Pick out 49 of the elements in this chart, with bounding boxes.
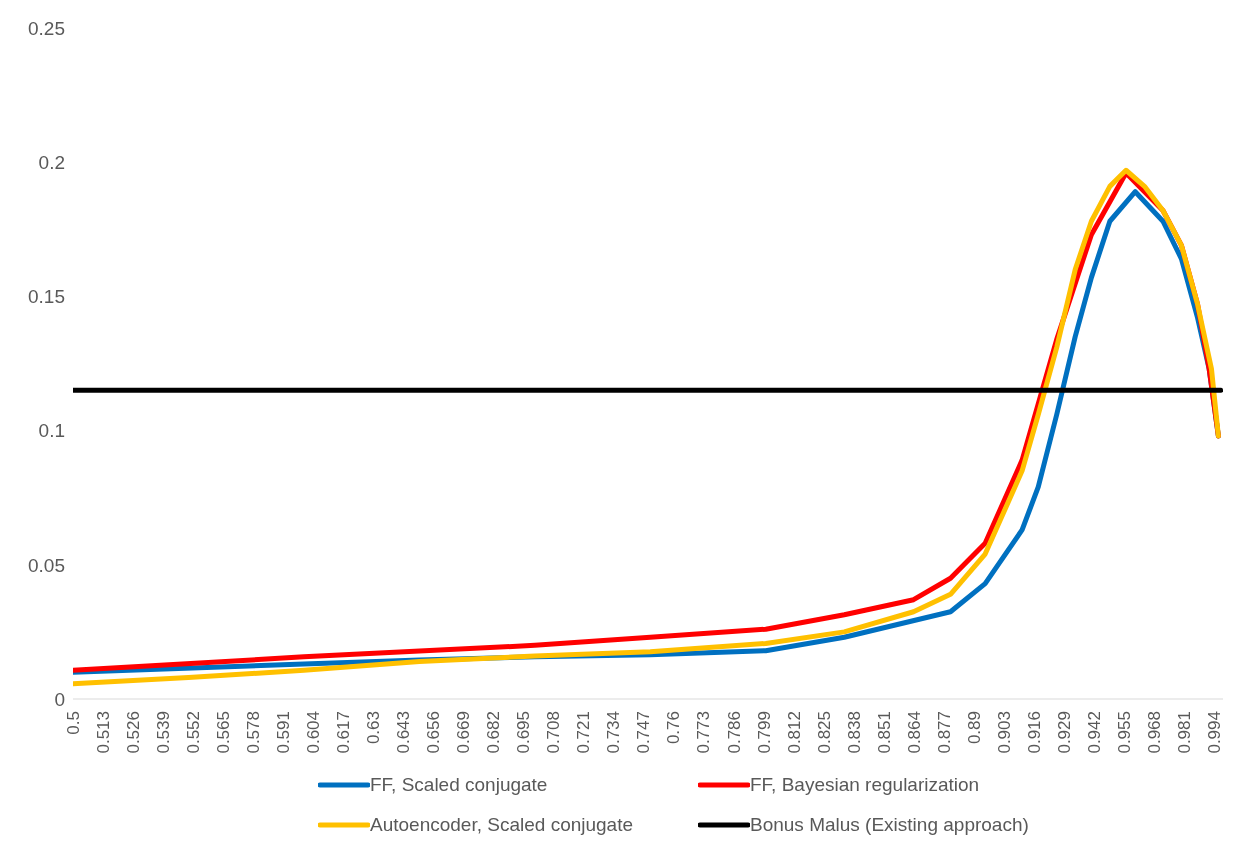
x-tick-label: 0.747 [634,711,654,754]
y-tick-label: 0 [54,688,65,710]
x-tick-label: 0.76 [664,711,684,745]
x-tick-label: 0.825 [814,711,834,754]
x-tick-label: 0.734 [604,711,624,754]
x-tick-label: 0.981 [1174,711,1194,754]
legend-label: FF, Scaled conjugate [370,774,548,796]
x-tick-label: 0.942 [1084,711,1104,754]
x-tick-label: 0.526 [124,711,144,754]
x-tick-label: 0.539 [154,711,174,754]
x-tick-label: 0.838 [844,711,864,754]
x-tick-label: 0.851 [874,711,894,754]
x-tick-label: 0.786 [724,711,744,754]
x-tick-label: 0.63 [364,711,384,745]
x-tick-label: 0.682 [484,711,504,754]
legend-label: Bonus Malus (Existing approach) [750,814,1029,836]
x-tick-label: 0.656 [424,711,444,754]
x-tick-label: 0.591 [274,711,294,754]
x-tick-label: 0.552 [184,711,204,754]
x-tick-label: 0.721 [574,711,594,754]
x-tick-label: 0.565 [214,711,234,754]
x-tick-label: 0.968 [1144,711,1164,754]
y-tick-label: 0.05 [28,554,65,576]
legend-label: FF, Bayesian regularization [750,774,980,796]
x-tick-label: 0.773 [694,711,714,754]
x-tick-label: 0.669 [454,711,474,754]
x-tick-label: 0.89 [964,711,984,745]
x-tick-label: 0.903 [994,711,1014,754]
legend-label: Autoencoder, Scaled conjugate [370,814,634,836]
y-tick-label: 0.2 [38,151,65,173]
x-tick-label: 0.578 [244,711,264,754]
x-tick-label: 0.799 [754,711,774,754]
y-tick-label: 0.1 [38,420,65,442]
x-tick-label: 0.929 [1054,711,1074,754]
x-tick-label: 0.513 [94,711,114,754]
x-tick-label: 0.955 [1114,711,1134,754]
x-tick-label: 0.604 [304,711,324,754]
x-tick-label: 0.864 [904,711,924,754]
x-tick-label: 0.994 [1204,711,1224,754]
x-tick-label: 0.812 [784,711,804,754]
x-tick-label: 0.916 [1024,711,1044,754]
x-tick-label: 0.617 [334,711,354,754]
y-tick-label: 0.25 [28,17,65,39]
x-tick-label: 0.5 [64,711,84,735]
x-tick-label: 0.877 [934,711,954,754]
x-tick-label: 0.708 [544,711,564,754]
y-tick-label: 0.15 [28,286,65,308]
x-tick-label: 0.695 [514,711,534,754]
x-tick-label: 0.643 [394,711,414,754]
